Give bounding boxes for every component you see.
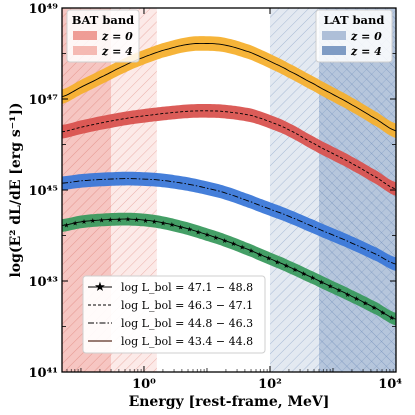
series-marker-star: ★ [160,219,166,227]
legend-line-label-4: log L_bol = 43.4 − 44.8 [121,335,253,348]
series-marker-star: ★ [274,258,280,266]
series-marker-star: ★ [309,274,315,282]
legend-lat-title: LAT band [324,13,385,27]
series-marker-star: ★ [283,262,289,270]
series-marker-star: ★ [265,255,271,263]
legend-lat-swatch-z4 [322,46,346,55]
series-band-4 [62,212,396,326]
series-marker-star: ★ [327,283,333,291]
series-line-4 [62,218,396,320]
legend-line-label-3: log L_bol = 44.8 − 46.3 [121,317,253,330]
legend-bat-swatch-z4 [73,46,97,55]
legend-line-label-2: log L_bol = 46.3 − 47.1 [121,299,253,312]
series-band-1 [62,36,396,139]
series-marker-star: ★ [213,234,219,242]
series-marker-star: ★ [142,217,148,225]
series-marker-star: ★ [248,247,254,255]
y-tick-label: 10⁴⁵ [29,184,59,199]
x-tick-label: 10⁰ [132,377,156,392]
series-marker-star: ★ [388,314,394,322]
legend-bat-label-z4: z = 4 [101,45,133,58]
series-marker-star: ★ [353,295,359,303]
series-marker-star: ★ [125,216,131,224]
legend-lines-box [82,275,266,354]
series-marker-star: ★ [90,217,96,225]
legend-lat-label-z4: z = 4 [350,45,382,58]
series-band-2 [62,104,396,196]
legend-lat-label-z0: z = 0 [350,30,382,43]
legend-lat: LAT band z = 0 z = 4 [315,9,393,63]
series-marker-star: ★ [72,220,78,228]
series-marker-star: ★ [239,244,245,252]
series-marker-star: ★ [204,231,210,239]
y-tick-label: 10⁴⁹ [29,2,59,17]
legend-bat-swatch-z0 [73,31,97,40]
series-marker-star: ★ [63,222,69,230]
series-marker-star: ★ [301,270,307,278]
series-marker-star: ★ [336,287,342,295]
legend-bat-label-z0: z = 0 [101,30,133,43]
x-tick-label: 10⁴ [378,377,402,392]
sed-series: ★ ★ ★ ★ ★ ★ ★ ★ ★ ★ ★ ★ ★ ★ ★ ★ ★ ★ ★ ★ ★ ★ ★ ★ ★ ★ ★★ ★★★★★★★★★★ [62,36,396,326]
series-marker-star: ★ [257,251,263,259]
series-marker-star: ★ [134,216,140,224]
series-marker-star: ★ [116,216,122,224]
legend-lines: ★ log L_bol = 47.1 − 48.8 log L_bol = 46… [82,275,266,354]
series-marker-star: ★ [362,300,368,308]
series-marker-star: ★ [221,237,227,245]
legend-bat-title: BAT band [72,13,134,27]
series-marker-star: ★ [107,216,113,224]
x-axis-label: Energy [rest-frame, MeV] [129,394,330,410]
legend-line-label-1: log L_bol = 47.1 − 48.8 [121,281,253,294]
series-marker-star: ★ [230,240,236,248]
series-marker-star: ★ [318,279,324,287]
series-marker-star: ★ [186,226,192,234]
series-marker-star: ★ [292,266,298,274]
y-axis-label: log(E² dL/dE [erg s⁻¹]) [8,102,24,277]
series-marker-star: ★ [380,309,386,317]
legend-bat: BAT band z = 0 z = 4 [66,9,140,63]
series-marker-star: ★ [169,221,175,229]
axis-ticks: 10⁰ 10² 10⁴ 10⁴¹ 10⁴³ 10⁴⁵ 10⁴⁷ 10⁴⁹ [29,2,403,392]
series-marker-star: ★ [371,304,377,312]
series-line-1 [62,42,396,132]
series-line-2 [62,110,396,190]
legend-star-marker: ★ [94,280,106,295]
series-marker-star: ★ [98,217,104,225]
y-tick-label: 10⁴³ [29,275,59,290]
series-marker-star: ★ [81,218,87,226]
series-marker-star: ★ [345,291,351,299]
series-marker-star: ★ [151,218,157,226]
series-line-3 [62,178,396,265]
series-band-3 [62,171,396,271]
series-marker-star: ★ [195,228,201,236]
series-marker-star: ★ [178,223,184,231]
y-tick-label: 10⁴¹ [29,366,58,381]
y-tick-label: 10⁴⁷ [29,93,59,108]
legend-lat-swatch-z0 [322,31,346,40]
x-tick-label: 10² [258,377,282,392]
